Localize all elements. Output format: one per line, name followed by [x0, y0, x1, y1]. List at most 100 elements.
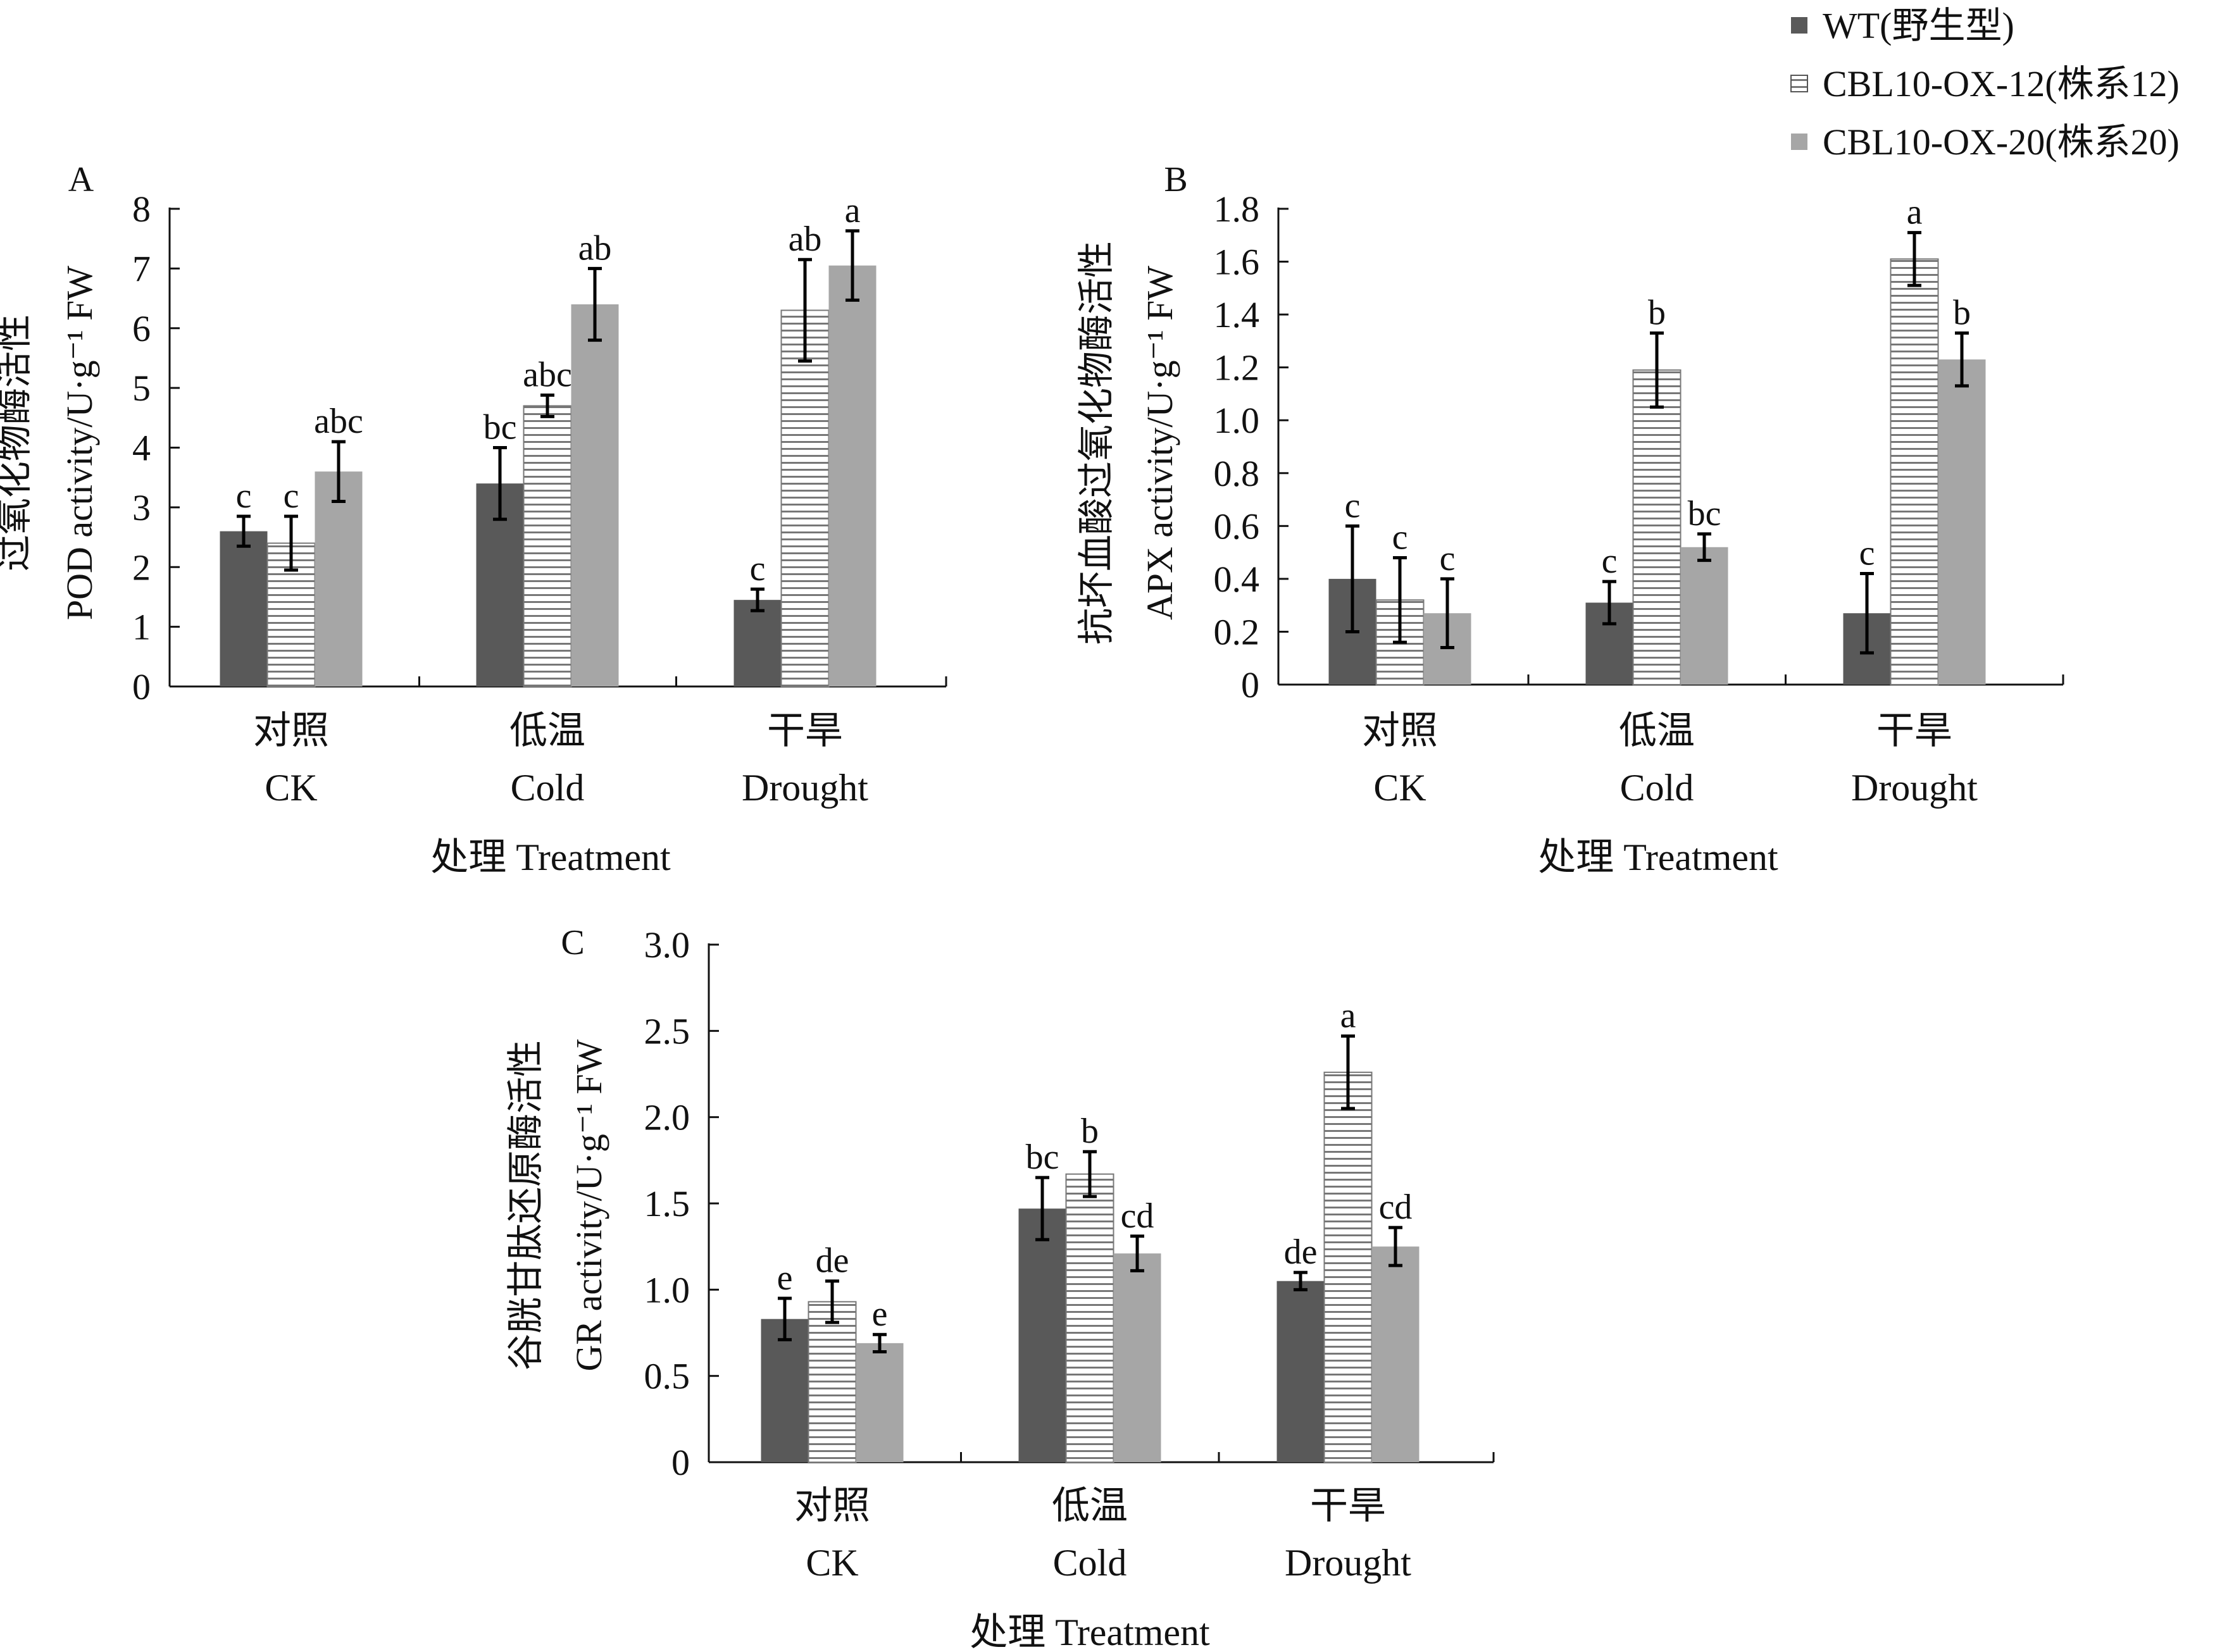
legend-swatch-ox12	[1790, 75, 1808, 92]
significance-label: c	[1440, 539, 1456, 578]
y-tick-label: 0.6	[1214, 506, 1260, 547]
significance-label: a	[1340, 997, 1356, 1036]
significance-label: b	[1081, 1112, 1099, 1151]
significance-label: e	[777, 1258, 793, 1298]
y-tick-label: 3	[132, 487, 151, 528]
category-label-cn: 低温	[1619, 710, 1695, 752]
y-tick-label: 1.2	[1214, 347, 1260, 388]
panel-letter: B	[1164, 160, 1187, 199]
category-label-cn: 低温	[509, 710, 585, 752]
category-label-en: Cold	[1620, 767, 1694, 809]
significance-label: c	[284, 476, 299, 516]
bar-ox12	[808, 1301, 857, 1463]
y-tick-label: 0.4	[1214, 559, 1260, 600]
y-tick-label: 2.5	[644, 1010, 690, 1052]
bar-ox12	[1890, 258, 1939, 685]
significance-label: c	[236, 476, 252, 516]
y-tick-label: 2.0	[644, 1097, 690, 1138]
y-tick-label: 0	[132, 666, 151, 707]
y-axis-title-cn: 过氧化物酶活性	[0, 314, 35, 571]
bar-wt	[220, 531, 268, 686]
y-tick-label: 0	[1241, 664, 1259, 705]
y-tick-label: 1.6	[1214, 242, 1260, 283]
category-label-cn: 对照	[794, 1485, 870, 1527]
bar-ox20	[1371, 1246, 1420, 1462]
significance-label: abc	[314, 402, 363, 441]
y-axis-title-en: POD activity/U·g⁻¹ FW	[59, 266, 100, 621]
significance-label: a	[1907, 193, 1923, 232]
significance-label: c	[750, 549, 766, 588]
legend-label-wt: WT(野生型)	[1823, 5, 2014, 46]
panel-letter: C	[561, 923, 584, 962]
y-tick-label: 1.5	[644, 1183, 690, 1224]
category-label-cn: 干旱	[1310, 1485, 1386, 1527]
y-tick-label: 5	[132, 368, 151, 409]
significance-label: b	[1648, 293, 1666, 332]
bar-wt	[1018, 1208, 1066, 1462]
category-label-en: CK	[265, 767, 317, 809]
category-label-cn: 对照	[253, 710, 329, 752]
y-tick-label: 0.8	[1214, 453, 1260, 494]
y-tick-label: 1.0	[644, 1269, 690, 1310]
category-label-en: Drought	[742, 767, 868, 809]
bar-ox12	[1323, 1071, 1373, 1463]
category-label-en: CK	[1373, 767, 1426, 809]
y-axis-title-en: GR activity/U·g⁻¹ FW	[568, 1039, 609, 1371]
legend: WT(野生型) CBL10-OX-12(株系12) CBL10-OX-20(株系20…	[1790, 5, 2180, 163]
charts: 012345678对照CK低温Cold干旱Droughtcbcccabcabab…	[0, 160, 2064, 1652]
y-axis-title-en: APX activity/U·g⁻¹ FW	[1139, 266, 1180, 621]
category-label-cn: 干旱	[767, 710, 843, 752]
panel-letter: A	[68, 160, 94, 199]
y-tick-label: 8	[132, 189, 151, 230]
significance-label: cd	[1121, 1196, 1154, 1236]
bar-ox12	[523, 405, 572, 687]
y-tick-label: 1.4	[1214, 294, 1260, 335]
significance-label: bc	[1026, 1138, 1059, 1177]
significance-label: ab	[789, 220, 822, 259]
y-tick-label: 0.2	[1214, 611, 1260, 652]
bar-ox12	[1065, 1173, 1114, 1463]
legend-label-ox20: CBL10-OX-20(株系20)	[1823, 121, 2180, 163]
significance-label: ab	[578, 228, 612, 268]
significance-label: e	[872, 1295, 888, 1334]
significance-label: b	[1953, 293, 1971, 332]
bar-ox20	[856, 1343, 904, 1462]
y-axis-title-cn: 抗坏血酸过氧化物酶活性	[1076, 241, 1117, 645]
bar-ox20	[1938, 359, 1986, 685]
x-axis-title: 处理 Treatment	[970, 1612, 1210, 1652]
significance-label: abc	[523, 355, 572, 394]
significance-label: c	[1602, 542, 1618, 581]
bar-ox20	[571, 304, 619, 686]
y-tick-label: 4	[132, 428, 151, 469]
y-tick-label: 1	[132, 607, 151, 648]
bar-ox20	[315, 471, 363, 686]
bar-ox20	[1680, 547, 1728, 685]
significance-label: de	[1284, 1233, 1318, 1272]
y-tick-label: 1.0	[1214, 400, 1260, 441]
y-tick-label: 3.0	[644, 924, 690, 966]
y-tick-label: 1.8	[1214, 189, 1260, 230]
significance-label: bc	[484, 408, 517, 447]
significance-label: c	[1392, 518, 1408, 557]
significance-label: c	[1859, 534, 1875, 573]
category-label-cn: 干旱	[1876, 710, 1952, 752]
category-label-en: Cold	[511, 767, 585, 809]
chart-panel-b: 0 0.2 0.4 0.6 0.8 1.0 1.2 1.4 1.6 1.8 对照 CK 低温 Cold 干旱…	[1076, 160, 2064, 878]
bar-ox20	[1113, 1253, 1161, 1462]
bar-ox12	[780, 309, 830, 687]
legend-swatch-ox20	[1791, 134, 1807, 150]
category-label-en: Drought	[1851, 767, 1978, 809]
y-tick-label: 7	[132, 248, 151, 289]
category-label-en: CK	[806, 1542, 858, 1584]
category-label-cn: 低温	[1052, 1485, 1128, 1527]
significance-label: de	[816, 1241, 849, 1281]
y-tick-label: 0.5	[644, 1356, 690, 1397]
bar-ox20	[828, 265, 877, 686]
significance-label: cd	[1379, 1188, 1413, 1227]
x-axis-title: 处理 Treatment	[1538, 836, 1778, 878]
y-tick-label: 2	[132, 547, 151, 588]
y-tick-label: 0	[671, 1442, 690, 1483]
legend-label-ox12: CBL10-OX-12(株系12)	[1823, 63, 2180, 104]
category-label-cn: 对照	[1362, 710, 1438, 752]
